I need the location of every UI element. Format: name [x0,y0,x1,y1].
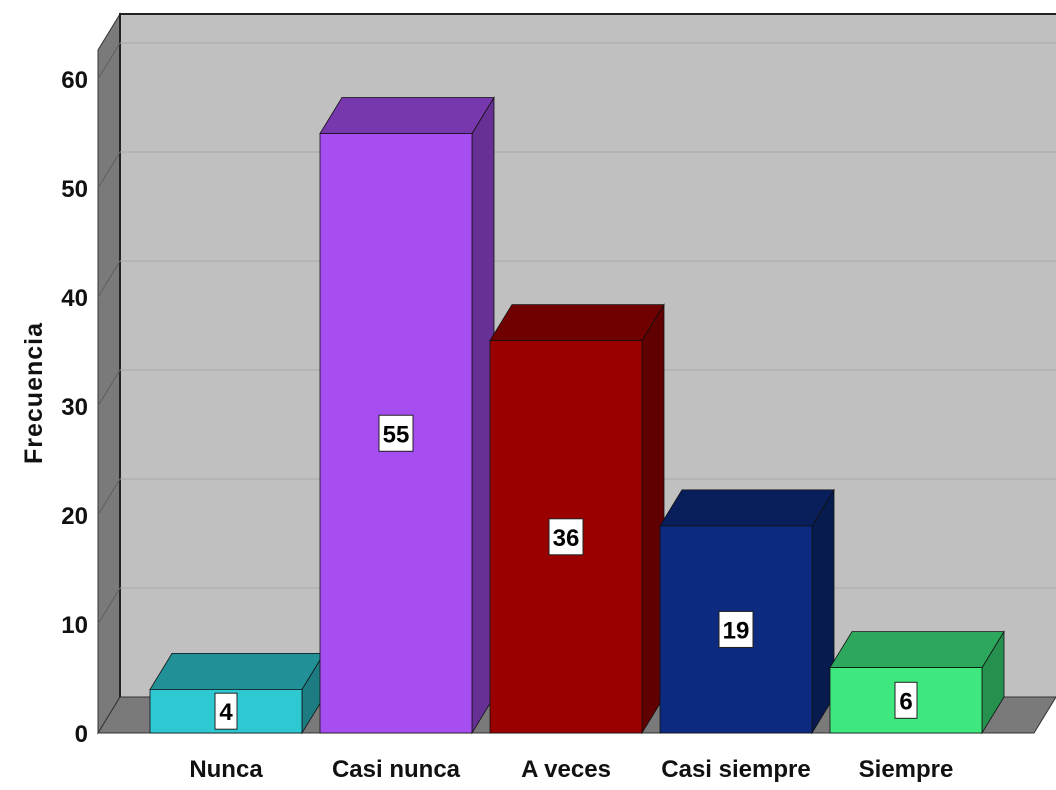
data-label: 55 [383,421,410,448]
gridline-wall [97,42,121,80]
y-tick-label: 40 [61,285,88,312]
y-axis: 0 10 20 30 40 50 60 [61,67,88,748]
gridline-wall [97,260,121,298]
gridline-wall [97,478,121,516]
data-label: 19 [723,617,750,644]
x-tick-label: Casi siempre [661,756,810,783]
bar-top [319,97,495,134]
bar-top [149,653,325,690]
data-label-box [894,681,918,719]
x-tick-label: Casi nunca [332,756,461,783]
bar-top [829,631,1005,668]
data-label: 4 [219,699,233,726]
bar-top [489,304,665,342]
bars [149,96,1005,735]
gridline-wall [97,587,121,625]
data-label-box [214,692,238,730]
x-tick-label: Nunca [189,756,263,783]
data-label-box [378,414,414,452]
y-tick-label: 50 [61,176,88,203]
y-tick-label: 20 [61,503,88,530]
gridline-wall [97,151,121,189]
data-labels: 4 55 36 19 6 [214,414,918,730]
y-tick-label: 60 [61,67,88,94]
bar-top [659,489,835,527]
data-label-box [548,518,584,556]
plot-left-wall [97,12,121,735]
y-axis-title: Frecuencia [20,322,48,464]
y-tick-label: 30 [61,394,88,421]
x-tick-label: A veces [521,756,611,783]
data-label: 36 [553,525,580,552]
x-axis: Nunca Casi nunca A veces Casi siempre Siempr… [189,756,953,783]
x-tick-label: Siempre [859,756,954,783]
gridline-wall [97,369,121,407]
y-tick-label: 10 [61,612,88,639]
y-tick-label: 0 [75,721,88,748]
data-label-box [718,610,754,648]
plot-frame [119,13,1056,697]
bar [829,630,1005,735]
data-label: 6 [899,688,912,715]
